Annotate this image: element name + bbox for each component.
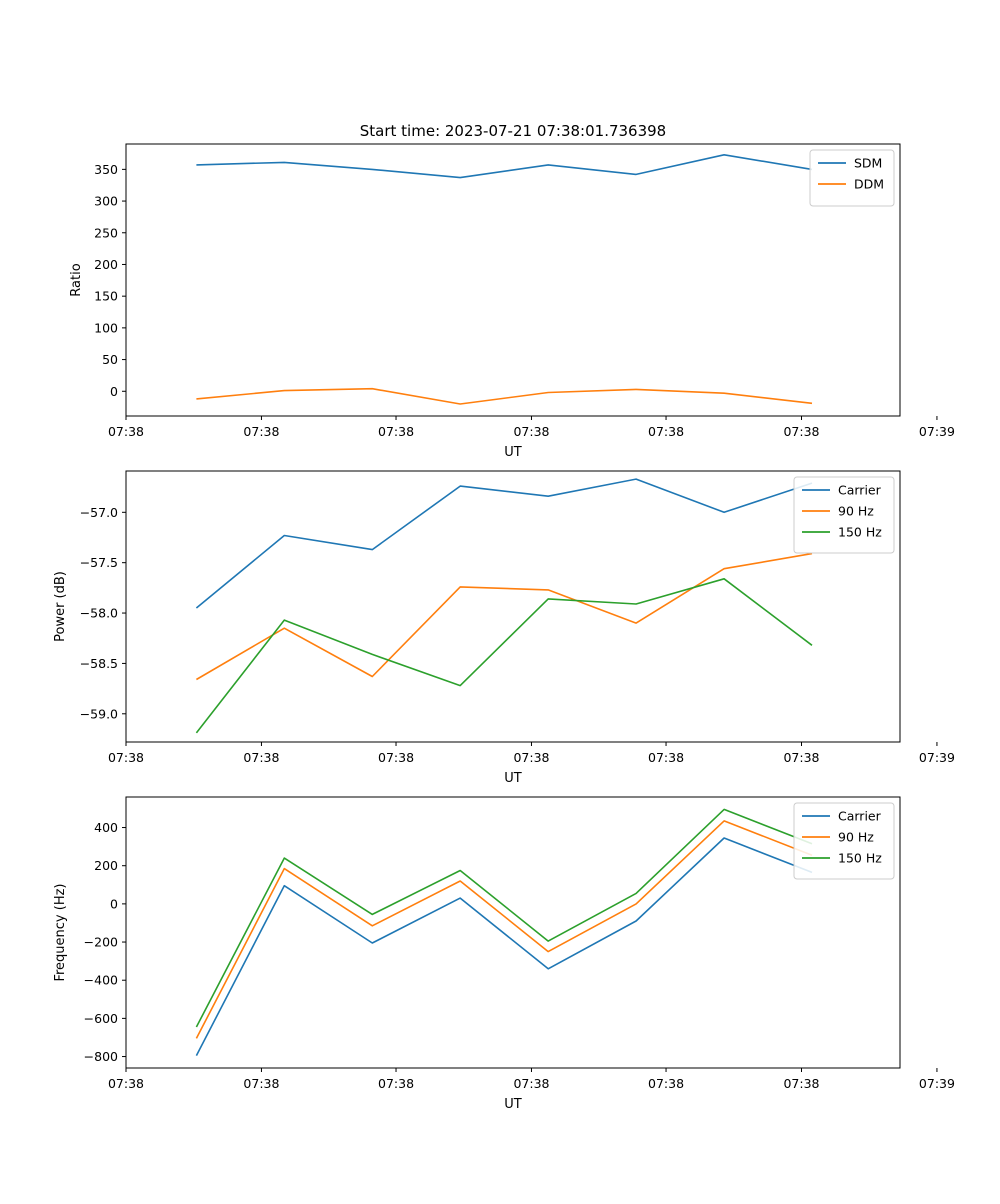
y-tick-label: −400 — [84, 973, 118, 988]
y-axis-label: Ratio — [69, 263, 84, 296]
y-tick-label: −58.5 — [80, 656, 118, 671]
legend-label: 150 Hz — [838, 851, 882, 866]
x-axis-label: UT — [504, 771, 522, 786]
x-tick-label: 07:38 — [783, 424, 819, 439]
x-tick-label: 07:38 — [513, 750, 549, 765]
x-tick-label: 07:38 — [378, 424, 414, 439]
legend-label: DDM — [854, 177, 884, 192]
y-tick-label: 0 — [110, 384, 118, 399]
legend-label: Carrier — [838, 809, 882, 824]
x-tick-label: 07:38 — [513, 1076, 549, 1091]
x-tick-label: 07:38 — [108, 750, 144, 765]
x-tick-label: 07:38 — [513, 424, 549, 439]
y-tick-label: −200 — [84, 935, 118, 950]
y-tick-label: −600 — [84, 1011, 118, 1026]
y-tick-label: 350 — [94, 162, 118, 177]
y-tick-label: −57.0 — [80, 505, 118, 520]
legend-label: 150 Hz — [838, 525, 882, 540]
x-tick-label: 07:38 — [108, 424, 144, 439]
y-tick-label: −57.5 — [80, 555, 118, 570]
x-tick-label: 07:38 — [378, 1076, 414, 1091]
y-tick-label: 150 — [94, 289, 118, 304]
legend: Carrier 90 Hz 150 Hz — [794, 803, 894, 879]
y-axis-label: Frequency (Hz) — [53, 883, 68, 981]
x-tick-label: 07:38 — [108, 1076, 144, 1091]
figure-title: Start time: 2023-07-21 07:38:01.736398 — [360, 122, 666, 140]
x-tick-label: 07:38 — [648, 424, 684, 439]
x-tick-label: 07:38 — [648, 750, 684, 765]
y-tick-label: −800 — [84, 1049, 118, 1064]
legend: Carrier 90 Hz 150 Hz — [794, 477, 894, 553]
y-tick-label: 0 — [110, 896, 118, 911]
y-tick-label: 250 — [94, 225, 118, 240]
x-tick-label: 07:38 — [783, 750, 819, 765]
y-tick-label: −59.0 — [80, 706, 118, 721]
legend-label: SDM — [854, 156, 882, 171]
legend-label: Carrier — [838, 483, 882, 498]
legend: SDM DDM — [810, 150, 894, 206]
y-tick-label: 200 — [94, 858, 118, 873]
x-tick-label: 07:39 — [919, 750, 955, 765]
x-axis-label: UT — [504, 445, 522, 460]
x-tick-label: 07:38 — [783, 1076, 819, 1091]
x-tick-label: 07:38 — [243, 424, 279, 439]
y-tick-label: 300 — [94, 194, 118, 209]
y-tick-label: 50 — [102, 352, 118, 367]
legend-label: 90 Hz — [838, 830, 874, 845]
y-tick-label: 200 — [94, 257, 118, 272]
y-tick-label: −58.0 — [80, 606, 118, 621]
x-tick-label: 07:38 — [243, 1076, 279, 1091]
y-tick-label: 100 — [94, 320, 118, 335]
x-tick-label: 07:39 — [919, 1076, 955, 1091]
x-tick-label: 07:38 — [378, 750, 414, 765]
x-axis-label: UT — [504, 1097, 522, 1112]
y-tick-label: 400 — [94, 820, 118, 835]
y-axis-label: Power (dB) — [53, 571, 68, 642]
x-tick-label: 07:38 — [243, 750, 279, 765]
x-tick-label: 07:39 — [919, 424, 955, 439]
x-tick-label: 07:38 — [648, 1076, 684, 1091]
legend-label: 90 Hz — [838, 504, 874, 519]
